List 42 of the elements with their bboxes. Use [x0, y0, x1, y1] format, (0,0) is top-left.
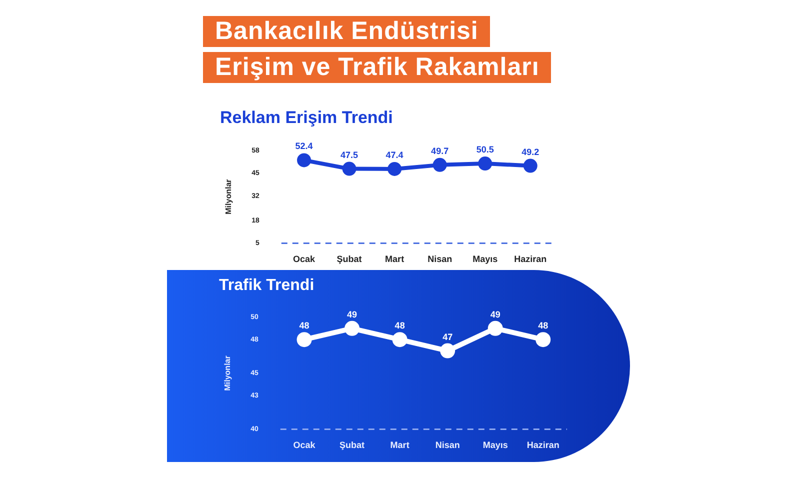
- point: [536, 332, 551, 348]
- point: [432, 158, 447, 172]
- data-label: 47.5: [340, 150, 358, 160]
- point: [440, 343, 456, 358]
- data-label: 52.4: [295, 141, 313, 152]
- x-tick-label: Nisan: [428, 254, 452, 264]
- chart-title: Trafik Trendi: [219, 277, 314, 294]
- y-axis-title: Milyonlar: [223, 356, 232, 391]
- x-tick-label: Haziran: [514, 254, 547, 264]
- x-tick-label: Mayıs: [472, 254, 498, 264]
- x-tick-label: Ocak: [293, 440, 316, 450]
- data-label: 47: [442, 332, 453, 342]
- data-label: 48: [394, 320, 405, 331]
- x-tick-label: Mart: [390, 440, 410, 450]
- point: [523, 158, 538, 173]
- data-label: 47.4: [386, 150, 404, 160]
- text: Bankacılık Endüstrisi: [203, 16, 490, 47]
- point: [344, 320, 360, 336]
- data-label: 49: [347, 309, 358, 320]
- data-label: 50.5: [476, 144, 494, 155]
- point: [478, 156, 492, 171]
- data-label: 49.2: [522, 146, 540, 157]
- x-tick-label: Ocak: [293, 254, 316, 264]
- data-label: 49.7: [431, 146, 449, 156]
- x-tick-label: Nisan: [435, 440, 460, 450]
- x-tick-label: Şubat: [340, 440, 365, 450]
- data-label: 49: [490, 309, 500, 320]
- point: [296, 332, 312, 348]
- x-tick-label: Mayıs: [482, 440, 508, 450]
- point: [388, 162, 402, 176]
- chart-title: Reklam Erişim Trendi: [220, 108, 393, 127]
- point: [488, 320, 503, 336]
- x-tick-label: Şubat: [336, 254, 362, 264]
- data-label: 48: [299, 320, 310, 331]
- x-tick-label: Mart: [385, 254, 404, 264]
- point: [342, 162, 356, 176]
- point: [297, 153, 312, 168]
- y-axis-title: Milyonlar: [224, 179, 234, 214]
- x-tick-label: Haziran: [526, 440, 560, 450]
- text: Erişim ve Trafik Rakamları: [203, 52, 552, 83]
- data-label: 48: [538, 320, 548, 331]
- point: [392, 332, 408, 348]
